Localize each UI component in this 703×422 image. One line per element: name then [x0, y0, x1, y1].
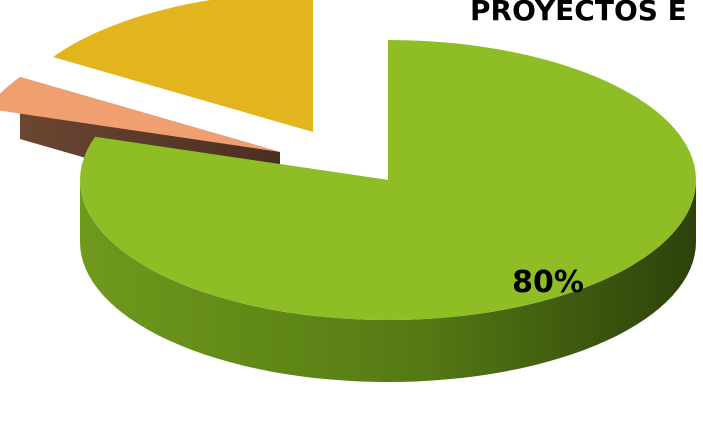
slice-green-top [80, 40, 697, 320]
slice-green-side [80, 180, 696, 382]
data-label-slice-green: 80% [512, 265, 584, 300]
slice-gold-top [52, 0, 313, 132]
slice-peach-top [0, 76, 280, 152]
slice-gold [52, 0, 313, 132]
chart-title: PROYECTOS E [470, 0, 687, 27]
slice-green [80, 40, 697, 382]
